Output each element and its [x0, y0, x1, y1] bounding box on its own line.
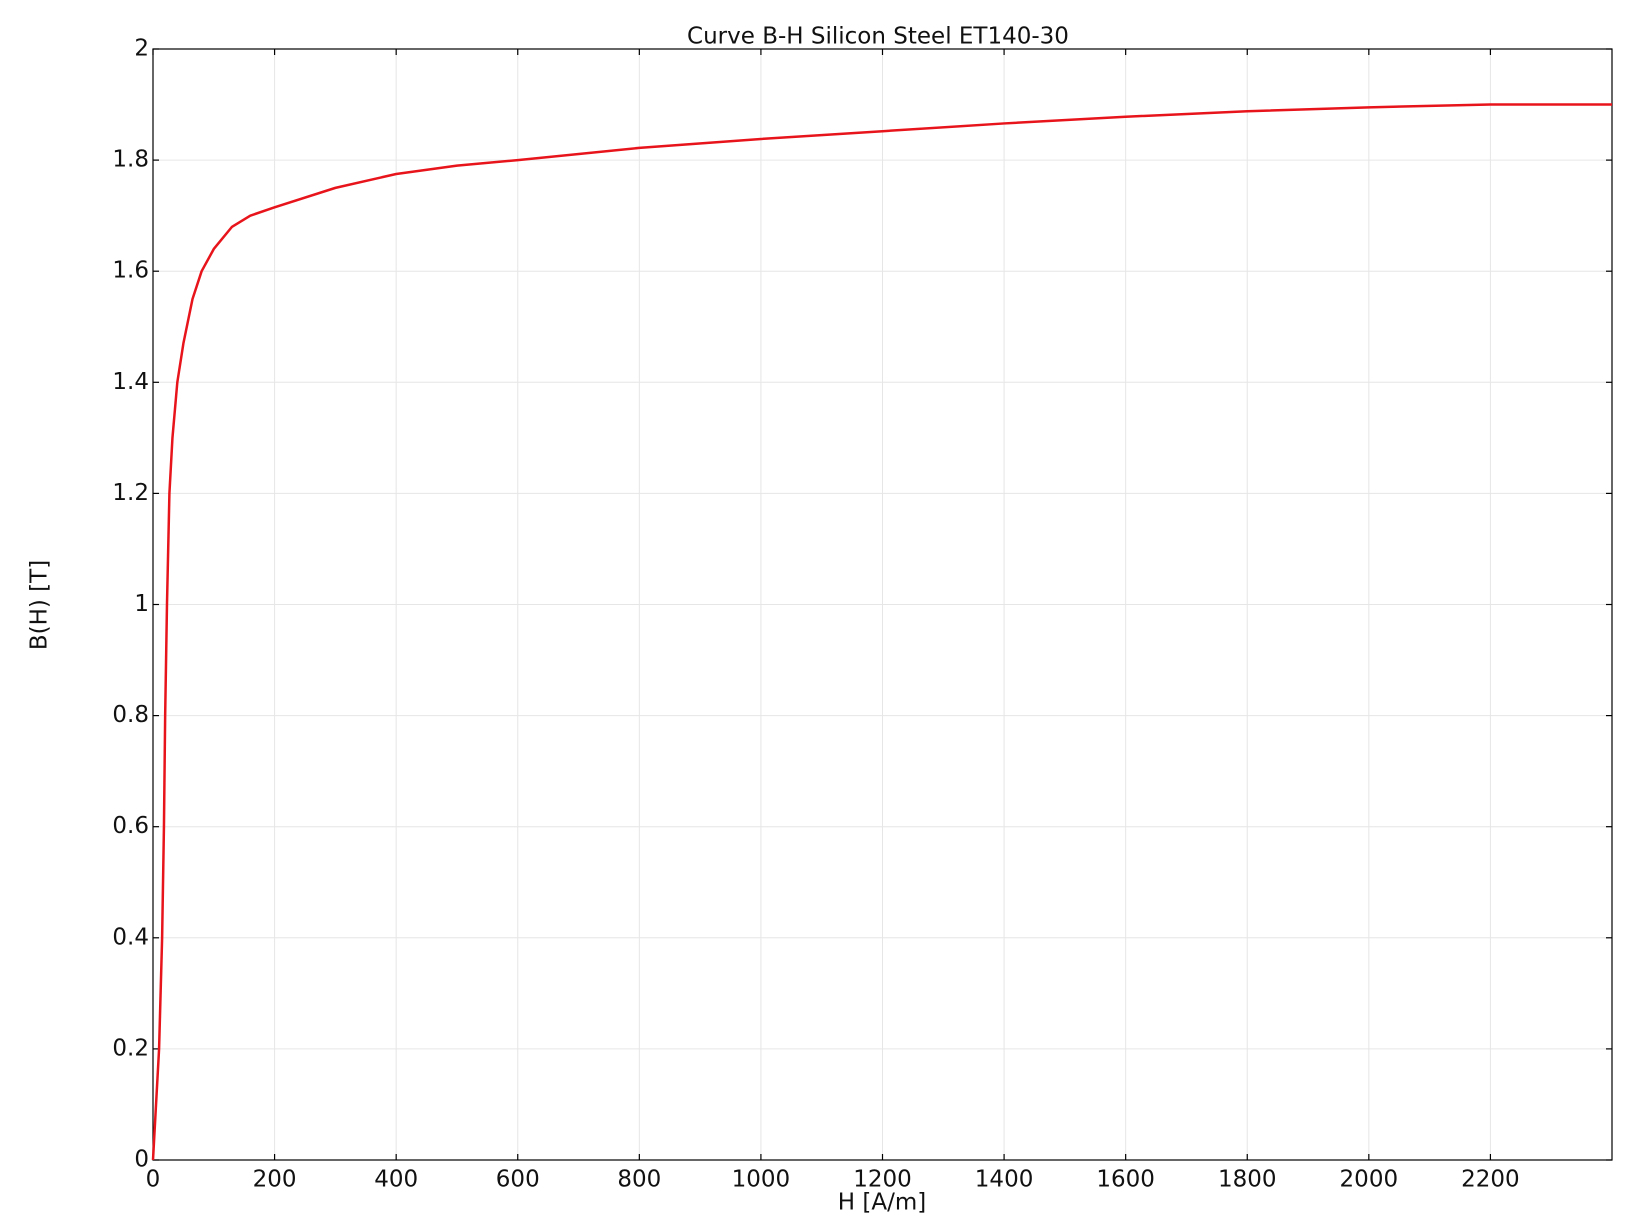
- x-tick-label: 0: [146, 1167, 161, 1193]
- y-tick-label: 0.2: [112, 1035, 149, 1061]
- y-tick-label: 1.8: [112, 147, 149, 173]
- y-tick-label: 2: [134, 36, 149, 62]
- y-tick-label: 0: [134, 1147, 149, 1173]
- chart-title: Curve B-H Silicon Steel ET140-30: [687, 24, 1069, 50]
- y-tick-label: 0.8: [112, 702, 149, 728]
- x-tick-label: 600: [496, 1167, 540, 1193]
- y-tick-label: 0.6: [112, 813, 149, 839]
- x-axis-label: H [A/m]: [838, 1190, 926, 1216]
- x-tick-label: 200: [253, 1167, 297, 1193]
- x-tick-label: 1800: [1218, 1167, 1277, 1193]
- x-tick-label: 1200: [853, 1167, 912, 1193]
- x-tick-label: 1600: [1096, 1167, 1155, 1193]
- y-tick-label: 1.4: [112, 369, 149, 395]
- x-tick-label: 1000: [732, 1167, 791, 1193]
- x-tick-label: 800: [617, 1167, 661, 1193]
- y-tick-label: 1: [134, 591, 149, 617]
- x-tick-label: 1400: [975, 1167, 1034, 1193]
- plot-frame: [152, 48, 1613, 1161]
- x-tick-label: 400: [374, 1167, 418, 1193]
- y-tick-label: 0.4: [112, 924, 149, 950]
- y-tick-label: 1.6: [112, 258, 149, 284]
- x-tick-label: 2200: [1461, 1167, 1520, 1193]
- data-line: [151, 103, 1612, 1161]
- x-tick-label: 2000: [1340, 1167, 1399, 1193]
- y-tick-label: 1.2: [112, 480, 149, 506]
- y-axis-label: B(H) [T]: [27, 560, 53, 650]
